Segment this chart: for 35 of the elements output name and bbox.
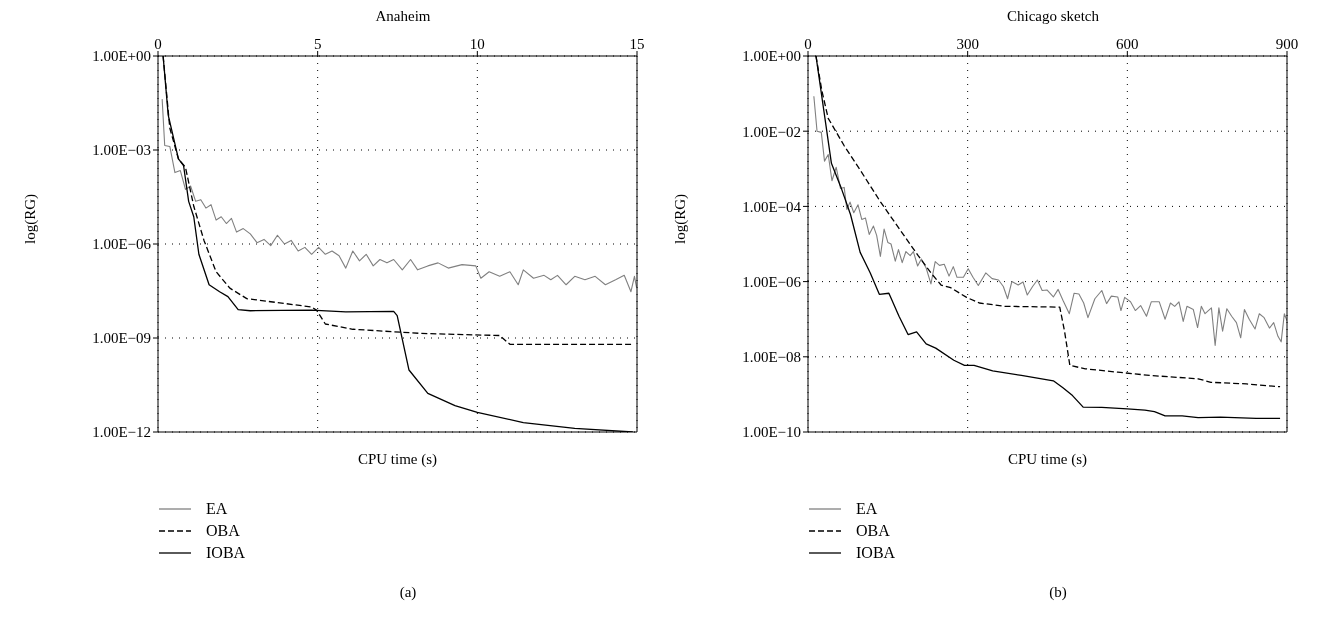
x-tick-label: 0 xyxy=(804,36,812,52)
x-tick-label: 0 xyxy=(154,36,162,52)
x-axis-title: CPU time (s) xyxy=(357,451,438,468)
x-tick-label: 300 xyxy=(956,36,979,52)
legend-label: EA xyxy=(856,500,878,518)
y-axis-title: log(RG) xyxy=(22,194,40,244)
y-tick-label: 1.00E−02 xyxy=(742,123,801,140)
chart-title: Anaheim xyxy=(374,8,432,26)
y-tick-label: 1.00E−08 xyxy=(742,349,801,366)
y-tick-label: 1.00E−10 xyxy=(742,424,801,441)
y-tick-label: 1.00E−12 xyxy=(92,424,151,441)
legend-label: OBA xyxy=(856,522,890,540)
x-tick-label: 10 xyxy=(469,36,485,52)
y-tick-label: 1.00E−06 xyxy=(742,273,802,290)
legend-label: OBA xyxy=(206,522,240,540)
line-series xyxy=(161,98,637,293)
legend-label: EA xyxy=(206,500,228,518)
y-tick-label: 1.00E+00 xyxy=(92,48,151,65)
x-tick-label: 600 xyxy=(1116,36,1139,52)
x-axis-title: CPU time (s) xyxy=(1007,451,1088,468)
x-tick-label: 15 xyxy=(629,36,645,52)
legend-label: IOBA xyxy=(856,544,896,562)
x-tick-label: 5 xyxy=(313,36,322,52)
chart-title: Chicago sketch xyxy=(1005,8,1101,26)
y-tick-label: 1.00E−09 xyxy=(92,330,151,347)
y-tick-label: 1.00E−04 xyxy=(742,198,802,215)
y-tick-label: 1.00E−03 xyxy=(92,142,151,159)
y-tick-label: 1.00E+00 xyxy=(742,48,801,65)
text: (a) xyxy=(398,584,418,601)
y-axis-title: log(RG) xyxy=(672,194,690,244)
text: (b) xyxy=(1048,584,1068,601)
line-series xyxy=(813,95,1287,347)
x-tick-label: 900 xyxy=(1275,36,1299,52)
y-tick-label: 1.00E−06 xyxy=(92,236,152,253)
legend-label: IOBA xyxy=(206,544,246,562)
